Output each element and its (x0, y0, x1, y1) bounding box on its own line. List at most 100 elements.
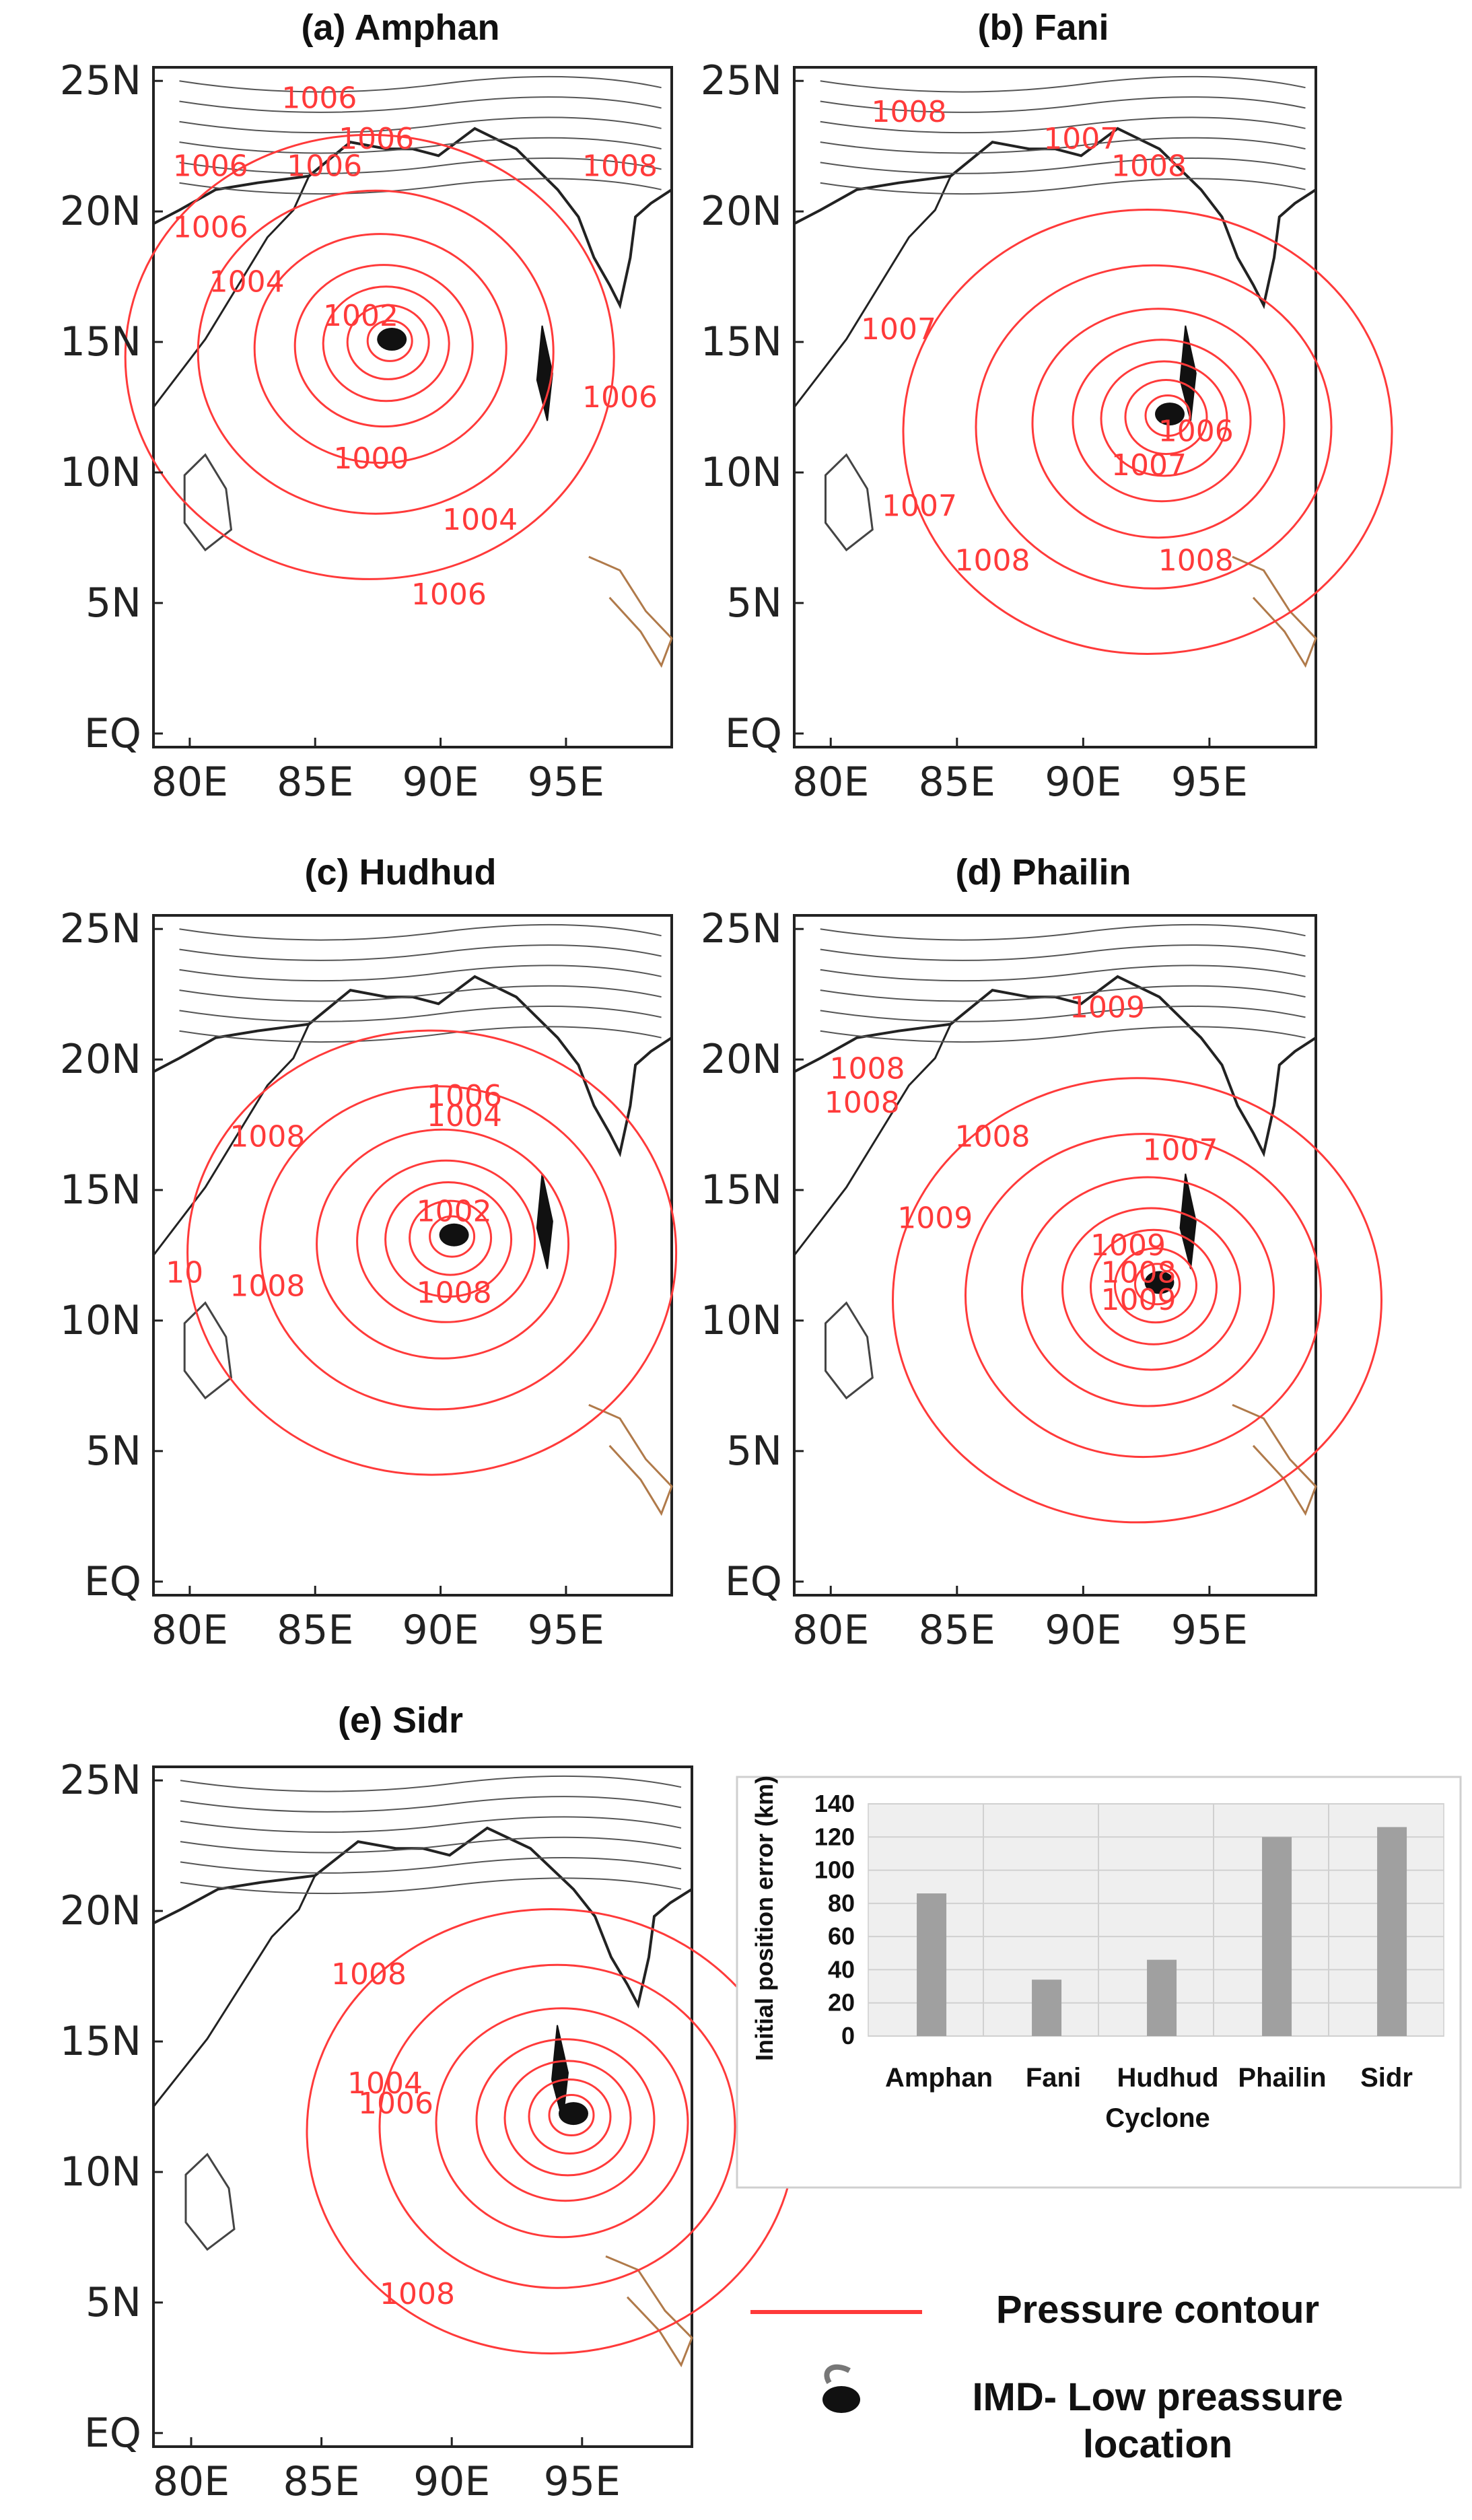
state-border (180, 1816, 682, 1833)
contour-label: 1008 (1101, 1255, 1177, 1290)
bar-chart-y-tick-label: 80 (828, 1889, 855, 1917)
lat-tick-label: 10N (60, 2148, 141, 2196)
lon-tick-label: 80E (792, 1607, 869, 1654)
state-border (179, 944, 662, 961)
pressure-contour (1061, 1207, 1241, 1371)
state-border (820, 944, 1306, 961)
contour-label: 1007 (1143, 1133, 1218, 1168)
pressure-contour (1021, 1176, 1275, 1407)
contour-label: 1009 (1070, 991, 1145, 1025)
coastline (793, 1023, 952, 1256)
map-frame (152, 914, 673, 1597)
bar-chart-y-tick-label: 0 (841, 2022, 855, 2050)
andaman-islands (1179, 1173, 1197, 1269)
contour-label: 1008 (582, 149, 658, 184)
contour-label: 1008 (230, 1119, 305, 1154)
contour-label: 1006 (582, 380, 658, 415)
lon-tick-label: 90E (1045, 759, 1121, 806)
legend-pressure-contour-label: Pressure contour (995, 2288, 1320, 2332)
panel-title-hudhud: (c) Hudhud (304, 852, 497, 893)
lon-tick-label: 85E (277, 759, 353, 806)
contour-label: 1007 (1111, 448, 1187, 483)
state-border (820, 923, 1306, 941)
pressure-contour (429, 1215, 476, 1258)
contour-label: 1006 (411, 578, 487, 612)
panel-title-fani: (b) Fani (977, 7, 1109, 48)
contour-label: 1004 (442, 503, 518, 537)
coastline (153, 127, 673, 310)
lon-tick-label: 95E (1171, 759, 1248, 806)
legend-imd-label-line1: IMD- Low preassure (972, 2375, 1343, 2419)
lon-tick-label: 95E (544, 2458, 621, 2505)
pressure-contour (435, 2007, 689, 2239)
contour-label: 1008 (230, 1269, 305, 1304)
andaman-islands (536, 1173, 553, 1269)
pressure-contour (253, 233, 507, 464)
lat-tick-label: 5N (85, 2279, 141, 2326)
state-border (179, 137, 662, 154)
pressure-contour (366, 319, 413, 362)
state-border (820, 116, 1306, 134)
andaman-islands (1179, 325, 1197, 421)
pressure-contour (346, 304, 430, 380)
legend-imd-label-line2: location (1082, 2422, 1233, 2466)
coastline (152, 175, 310, 408)
lon-tick-label: 95E (528, 1607, 604, 1654)
lat-tick-label: 10N (60, 449, 141, 496)
contour-label: 1004 (427, 1099, 502, 1133)
lat-tick-label: 5N (726, 1428, 782, 1475)
state-border (179, 75, 662, 93)
lon-tick-label: 90E (402, 1607, 479, 1654)
lat-tick-label: 5N (726, 580, 782, 627)
contour-label: 1009 (1090, 1228, 1166, 1263)
contour-label: 1008 (380, 2277, 455, 2311)
contour-label: 1002 (417, 1195, 492, 1229)
state-border (179, 178, 662, 195)
contour-label: 1008 (872, 95, 947, 129)
pressure-contour (1072, 339, 1252, 503)
pressure-contour (1114, 1247, 1197, 1324)
state-border (180, 1796, 682, 1813)
contour-label: 1009 (1101, 1283, 1177, 1317)
imd-low-pressure-marker (1155, 403, 1185, 426)
state-border (179, 1006, 662, 1022)
contour-label: 1008 (1158, 543, 1234, 578)
andaman-islands (536, 325, 553, 421)
imd-low-pressure-icon (822, 2364, 860, 2413)
pressure-contour (378, 1963, 736, 2289)
lon-tick-label: 85E (919, 1607, 995, 1654)
pressure-contour (528, 2078, 612, 2155)
sri-lanka-outline (183, 453, 233, 552)
state-border (820, 158, 1306, 174)
lat-tick-label: 20N (701, 1036, 782, 1083)
map-frame (793, 66, 1317, 748)
sri-lanka-outline (825, 453, 874, 552)
state-border (179, 116, 662, 134)
bar-chart-category-label: Hudhud (1117, 2063, 1218, 2093)
lon-tick-label: 85E (283, 2458, 359, 2505)
contour-label: 1008 (830, 1051, 905, 1086)
pressure-contour (409, 1199, 493, 1276)
bar-phailin (1262, 1837, 1292, 2036)
state-border (820, 137, 1306, 154)
map-frame (793, 914, 1317, 1597)
lon-tick-label: 90E (402, 759, 479, 806)
lon-tick-label: 80E (792, 759, 869, 806)
pressure-contour (197, 189, 555, 515)
coastline (794, 127, 1317, 310)
state-border (820, 1026, 1306, 1043)
panel-title-sidr: (e) Sidr (337, 1700, 464, 1741)
state-border (820, 965, 1306, 982)
lat-tick-label: 20N (60, 1887, 141, 1934)
state-border (179, 158, 662, 174)
coastline-east (588, 1403, 673, 1516)
contour-label: 1007 (861, 312, 936, 347)
contour-label: 1008 (955, 1119, 1030, 1154)
state-border (180, 1877, 682, 1895)
contour-label: 1008 (1111, 149, 1187, 184)
lat-tick-label: 25N (60, 905, 141, 952)
coastline (152, 1023, 310, 1256)
lat-tick-label: 20N (60, 188, 141, 235)
imd-low-pressure-marker (1144, 1271, 1175, 1294)
